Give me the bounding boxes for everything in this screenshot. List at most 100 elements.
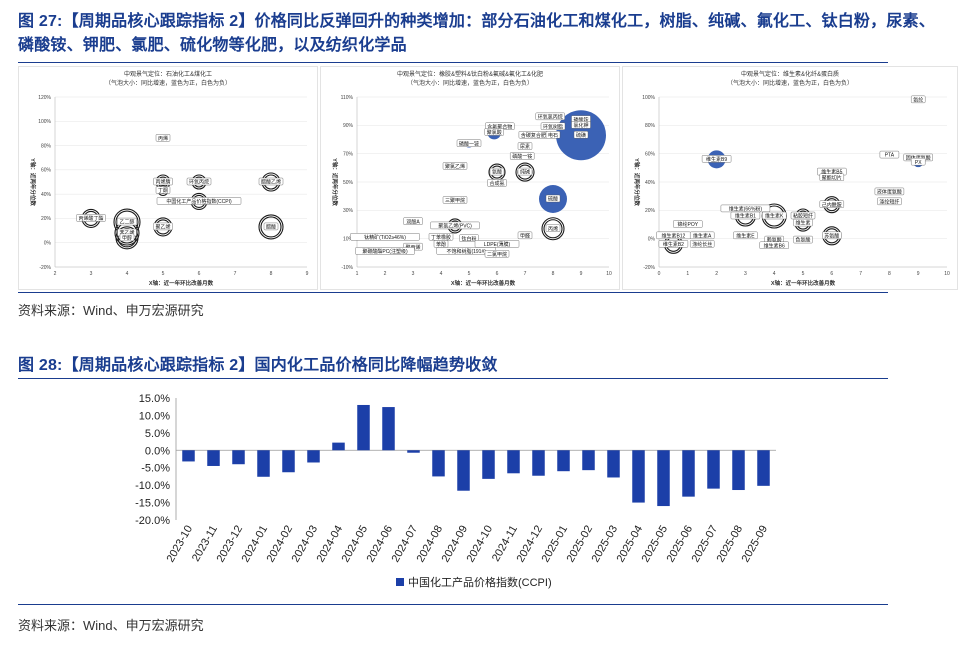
bubble-label-text: 环氧树脂 xyxy=(543,123,563,130)
bubble-label-text: 硫酸 xyxy=(548,196,558,203)
bubble-label-box xyxy=(911,157,926,166)
bubble-label-box xyxy=(517,231,533,240)
bubble-label-box xyxy=(155,134,171,142)
bubble-label-box xyxy=(76,214,106,222)
bubble-label-text: 不饱和树脂(191#) xyxy=(446,248,486,255)
bubble-label-box xyxy=(153,177,173,186)
x-tick-label: 9 xyxy=(580,271,583,277)
bubble-label-box xyxy=(456,139,482,147)
y-tick-label: 100% xyxy=(38,119,51,125)
bubble-label: 锦纶POY xyxy=(673,220,703,228)
bubble-label-text: 含碳复合肥 xyxy=(521,132,546,139)
bubble-label-box xyxy=(733,231,758,240)
bubble-label-text: 涤纶长丝 xyxy=(692,241,712,248)
bubble-label-box xyxy=(487,179,507,187)
bubble-label: 聚乙烯 xyxy=(153,222,173,231)
bubble-label: 苯酚 xyxy=(433,240,449,248)
figure-27-title-line2: 磷酸铵、钾肥、氯肥、硫化物等化肥，以及纺织化学品 xyxy=(18,37,407,54)
x-tick-label: 5 xyxy=(468,271,471,277)
panel-title: 中观景气定位：石油化工&煤化工 xyxy=(124,70,212,78)
figure-27-bottom-rule xyxy=(18,292,888,293)
bubble-label-text: 液体蛋氨酸 xyxy=(877,189,902,196)
bubble-label-text: 环氧丙烷 xyxy=(189,179,209,186)
bubble-label-text: 维生素B9 xyxy=(706,156,727,163)
x-tick-label: 7 xyxy=(859,271,862,277)
bubble-label: PX xyxy=(911,157,926,166)
bubble-label-text: 乙二醇 xyxy=(119,219,134,226)
bubble-label-box xyxy=(442,162,468,170)
bubble-label: 钛精矿(TiO2≥46%) xyxy=(350,233,420,241)
x-tick-label: 4 xyxy=(440,271,443,277)
y-tick-label: 0.0% xyxy=(145,445,170,457)
bubble-label: 液体蛋氨酸 xyxy=(874,187,905,196)
x-tick-label: 3 xyxy=(412,271,415,277)
bubble-label: 维生素 xyxy=(793,218,813,227)
bubble-label: 丁苯橡胶 xyxy=(428,233,454,241)
bubble-label: 聚氯乙烯(PVC) xyxy=(430,221,480,230)
x-tick-label: 2 xyxy=(54,271,57,277)
bubble-label-text: 双酚A xyxy=(406,218,420,225)
chart-legend: 中国化工产品价格指数(CCPI) xyxy=(396,575,552,589)
bubble-label-box xyxy=(673,220,703,228)
bubble-label-text: 苯酚 xyxy=(436,241,446,248)
ccpi-bar xyxy=(607,450,620,478)
bubble-label-box xyxy=(117,217,137,226)
bubble-label-text: 氨纶 xyxy=(913,96,923,103)
bubble-label-box xyxy=(156,197,242,205)
bubble-label-text: 硫磺 xyxy=(576,132,586,139)
bubble-label-box xyxy=(263,222,279,231)
ccpi-bar xyxy=(482,450,495,479)
x-tick-label: 5 xyxy=(162,271,165,277)
bubble-label-text: 丙烯 xyxy=(158,135,168,142)
bubble-label: 色氨酸 xyxy=(793,235,813,244)
bubble-label-text: PTA xyxy=(885,153,895,159)
bubble-label-text: 丙烯 xyxy=(548,225,558,232)
y-axis-title: Y轴：近两年分位数 xyxy=(633,158,641,206)
legend-swatch xyxy=(396,578,404,586)
ccpi-bar xyxy=(257,450,270,477)
x-tick-label: 7 xyxy=(524,271,527,277)
bubble-label-box xyxy=(545,224,561,232)
bubble-label-text: 维生素K xyxy=(765,213,784,220)
bubble-label-text: 磷酸铵 xyxy=(573,116,588,123)
x-tick-label: 4 xyxy=(773,271,776,277)
bubble-label-text: 丙烯酸丁酯 xyxy=(78,215,103,222)
x-tick-label: 6 xyxy=(830,271,833,277)
bubble xyxy=(541,217,565,241)
x-tick-label: 7 xyxy=(234,271,237,277)
bubble-label-box xyxy=(474,240,520,248)
y-axis-title: Y轴：近两年分位数 xyxy=(29,158,37,206)
bubble-label-text: 纯碱 xyxy=(520,169,530,176)
bubble-label-box xyxy=(730,211,761,220)
bubble-label-box xyxy=(459,234,479,242)
y-tick-label: 5.0% xyxy=(145,428,170,440)
bubble-label-text: 粘胶短纤 xyxy=(793,213,813,220)
bubble-label-text: LDPE(薄膜) xyxy=(484,241,511,248)
bubble-label: 维生素B6 xyxy=(759,241,789,249)
bubble-label-box xyxy=(350,233,420,241)
bubble-label: 硫酸 xyxy=(545,194,561,203)
bubble-label-text: 甲醛 xyxy=(520,232,530,239)
bubble-label-text: 尿素 xyxy=(520,143,530,150)
ccpi-bar xyxy=(357,404,370,451)
bubble-label-box xyxy=(658,240,689,248)
y-tick-label: -10% xyxy=(341,265,353,271)
bubble-inner-ring xyxy=(260,216,282,238)
bubble-panel-vitamin-fiber: 中观景气定位：维生素&化纤&蛋白质 （气泡大小：同比增速，蓝色为正，白色为负） -2… xyxy=(622,66,958,290)
bubble-label: 磷酸一铵 xyxy=(456,139,482,147)
ccpi-bar-svg: 15.0% 10.0% 5.0% 0.0% -5.0% -10.0% -15.0% -20.0… xyxy=(135,393,776,589)
x-tick-label: 2 xyxy=(715,271,718,277)
bubble-label-text: 聚酯切片 xyxy=(822,174,842,181)
bubble-label-text: 聚乙烯 xyxy=(155,224,170,231)
x-tick-label: 8 xyxy=(552,271,555,277)
bubble-label-text: 电石 xyxy=(548,132,558,139)
panel-subtitle: （气泡大小：同比增速，蓝色为正，白色为负） xyxy=(727,79,853,87)
bubble-label: 聚氯酸 xyxy=(484,128,504,136)
bubble-label: 维生素B12 xyxy=(656,231,691,239)
y-tick-label: 100% xyxy=(642,95,655,101)
bubble-label-box xyxy=(535,112,565,121)
bubble-inner-ring xyxy=(543,219,563,239)
bubble-label: 电石 xyxy=(545,131,561,139)
x-tick-label: 8 xyxy=(888,271,891,277)
bubble-label-box xyxy=(822,231,842,240)
